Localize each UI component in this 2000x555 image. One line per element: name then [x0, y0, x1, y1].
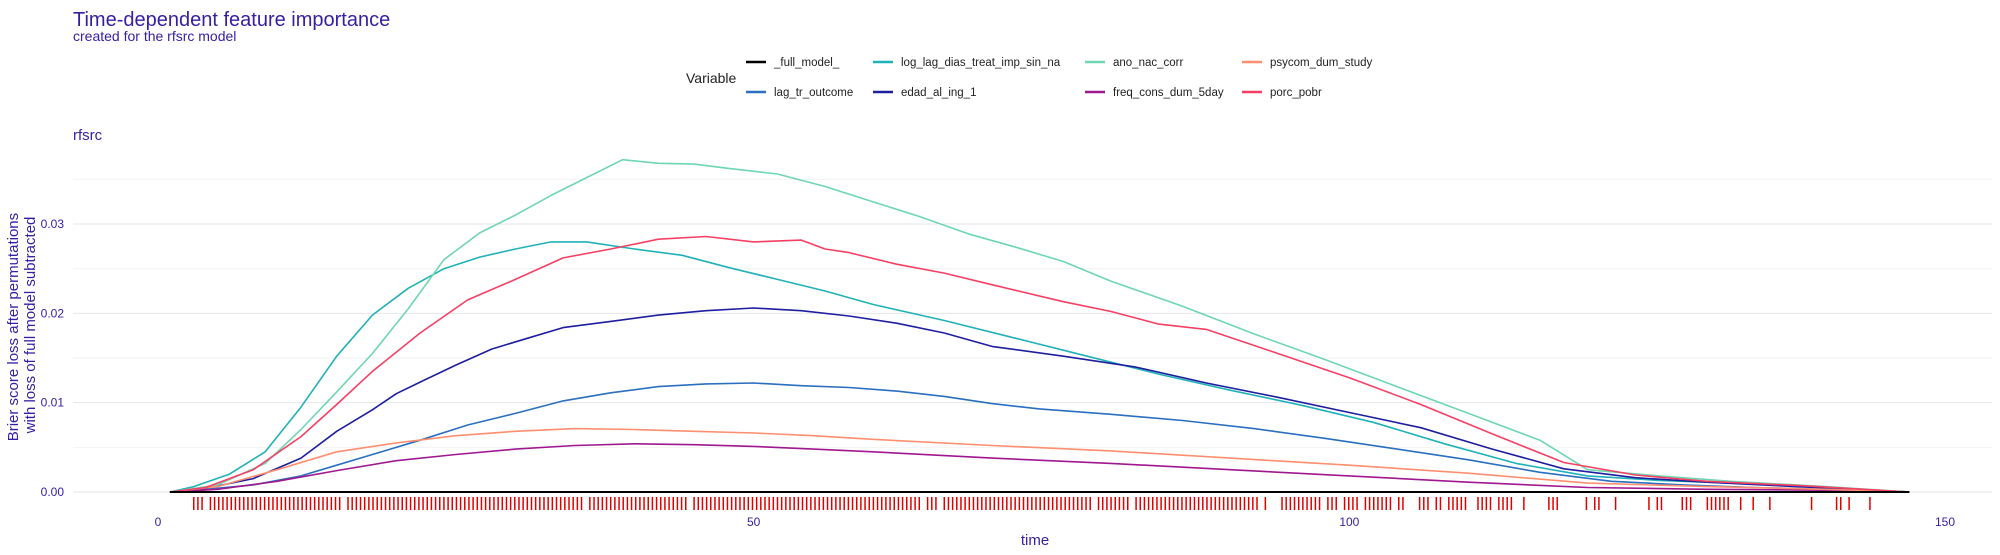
series-line-ano-nac-corr	[169, 158, 1910, 493]
x-tick-label: 50	[747, 515, 761, 529]
series-line-freq-cons-dum-5day	[169, 442, 1910, 493]
chart-title: Time-dependent feature importance	[73, 9, 390, 31]
legend-label: ano_nac_corr	[1113, 57, 1183, 69]
y-tick-label: 0.00	[41, 485, 65, 499]
legend-label: log_lag_dias_treat_imp_sin_na	[901, 57, 1061, 69]
series-line-edad-al-ing-1	[169, 307, 1910, 493]
chart-subtitle: created for the rfsrc model	[73, 28, 236, 44]
legend-label: edad_al_ing_1	[901, 87, 976, 99]
series-line-porc-pobr	[169, 235, 1910, 493]
y-axis-title-line-1: Brier score loss after permutations	[5, 213, 22, 441]
x-tick-label: 100	[1339, 515, 1359, 529]
y-axis-title-line-2: with loss of full model subtracted	[22, 217, 39, 435]
rug	[192, 497, 1871, 510]
series-line-log-lag-dias-treat-imp-sin-na	[169, 241, 1910, 493]
y-tick-label: 0.01	[41, 396, 65, 410]
legend: Variable _full_model_ lag_tr_outcome log_l…	[686, 57, 1373, 99]
legend-label: psycom_dum_study	[1270, 57, 1373, 69]
y-axis-title: Brier score loss after permutations with…	[5, 209, 39, 442]
y-tick-label: 0.02	[41, 306, 65, 320]
y-axis: 0.00 0.01 0.02 0.03	[41, 217, 65, 499]
facet-label: rfsrc	[73, 127, 103, 144]
legend-label: porc_pobr	[1270, 87, 1322, 99]
series-lines	[169, 158, 1910, 493]
x-tick-label: 150	[1935, 515, 1955, 529]
legend-title: Variable	[686, 70, 737, 86]
x-tick-label: 0	[155, 515, 162, 529]
legend-label: freq_cons_dum_5day	[1113, 87, 1224, 99]
grid	[73, 178, 1992, 493]
series-line-lag-tr-outcome	[169, 382, 1910, 493]
x-axis: 0 50 100 150	[155, 515, 1956, 529]
legend-label: lag_tr_outcome	[774, 87, 853, 99]
series-line-psycom-dum-study	[169, 427, 1910, 493]
y-tick-label: 0.03	[41, 217, 65, 231]
legend-label: _full_model_	[773, 57, 840, 69]
x-axis-title: time	[1021, 532, 1049, 549]
